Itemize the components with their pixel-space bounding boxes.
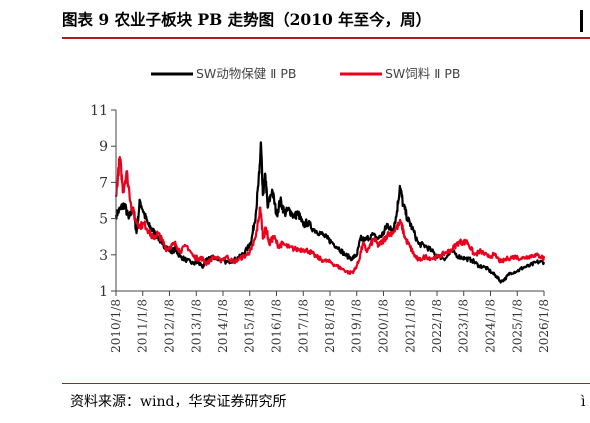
x-tick-label: 2015/1/8 [243,299,257,353]
x-tick-label: 2017/1/8 [296,299,310,353]
y-tick-label: 9 [99,139,108,155]
x-tick-label: 2010/1/8 [109,299,123,353]
series-line-black [114,141,546,284]
x-tick-label: 2026/1/8 [537,299,551,353]
title-divider [62,37,590,39]
x-tick-label: 2018/1/8 [323,299,337,353]
x-tick-label: 2014/1/8 [216,299,230,353]
x-tick-label: 2012/1/8 [162,299,176,353]
x-tick-label: 2024/1/8 [483,299,497,353]
x-tick-label: 2019/1/8 [350,299,364,353]
source-divider [62,383,590,384]
chart-title: 图表 9 农业子板块 PB 走势图（2010 年至今，周） [62,10,432,29]
source-note: 资料来源：wind，华安证券研究所 [70,394,287,410]
x-tick-label: 2020/1/8 [376,299,390,353]
axes: 1 3 5 7 9 11 2010/1/8 2011/1/8 2012/1/8 2013/1/8 2… [90,103,551,353]
series-line-red [114,156,546,275]
x-tick-label: 2022/1/8 [430,299,444,353]
x-tick-label: 2025/1/8 [510,299,524,353]
legend-label-red: SW饲料 Ⅱ PB [385,66,461,81]
x-tick-label: 2021/1/8 [403,299,417,353]
x-tick-label: 2023/1/8 [457,299,471,353]
page-edge-text: ì [581,394,586,410]
x-tick-label: 2013/1/8 [189,299,203,353]
y-tick-label: 7 [99,175,108,191]
y-tick-label: 11 [90,103,108,119]
x-tick-label: 2016/1/8 [269,299,283,353]
y-tick-label: 3 [99,248,108,264]
series-layer [114,141,546,284]
page-edge-mark [580,10,583,32]
y-tick-label: 1 [99,284,108,300]
x-tick-label: 2011/1/8 [136,299,150,353]
legend-label-black: SW动物保健 Ⅱ PB [196,66,297,81]
y-tick-label: 5 [99,212,108,228]
legend: SW动物保健 Ⅱ PB SW饲料 Ⅱ PB [151,66,461,81]
